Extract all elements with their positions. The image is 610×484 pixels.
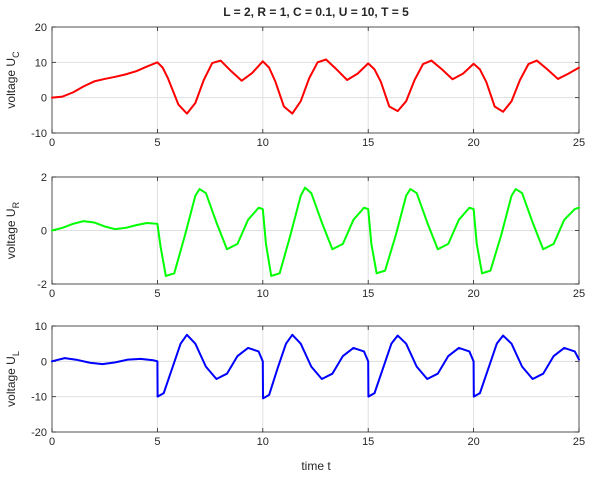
x-tick-label: 5: [154, 436, 160, 448]
x-tick-label: 10: [257, 436, 269, 448]
x-tick-label: 15: [362, 436, 374, 448]
x-tick-label: 25: [573, 137, 585, 149]
axes-frame: [51, 26, 580, 134]
figure-title: L = 2, R = 1, C = 0.1, U = 10, T = 5: [223, 5, 409, 19]
series-line: [51, 333, 580, 400]
x-tick-label: 15: [362, 137, 374, 149]
y-tick-label: 2: [41, 172, 47, 184]
x-tick-label: 0: [49, 436, 55, 448]
x-tick-label: 25: [573, 436, 585, 448]
y-tick-label: -2: [37, 279, 47, 291]
x-tick-label: 10: [257, 288, 269, 300]
y-tick-label: 0: [41, 93, 47, 105]
x-tick-label: 5: [154, 288, 160, 300]
x-tick-label: 0: [49, 288, 55, 300]
y-tick-label: -10: [31, 128, 47, 140]
y-axis-label: voltage UC: [4, 51, 21, 109]
y-tick-label: 20: [35, 22, 47, 34]
x-tick-label: 15: [362, 288, 374, 300]
x-tick-label: 20: [467, 436, 479, 448]
y-tick-label: 10: [35, 321, 47, 333]
y-tick-label: -20: [31, 427, 47, 439]
y-tick-label: 10: [35, 57, 47, 69]
plot-area: [52, 27, 579, 133]
x-tick-label: 25: [573, 288, 585, 300]
x-axis-label: time t: [301, 459, 331, 473]
x-tick-label: 10: [257, 137, 269, 149]
plot-area: [52, 326, 579, 432]
x-tick-label: 20: [467, 137, 479, 149]
y-tick-label: -10: [31, 392, 47, 404]
axes-frame: [51, 325, 580, 433]
x-tick-label: 20: [467, 288, 479, 300]
y-tick-label: 0: [41, 356, 47, 368]
y-axis-label: voltage UR: [4, 201, 21, 259]
x-tick-label: 0: [49, 137, 55, 149]
series-line: [51, 186, 580, 277]
y-tick-label: 0: [41, 226, 47, 238]
series-line: [51, 58, 580, 115]
y-axis-label: voltage UL: [4, 351, 21, 407]
x-tick-label: 5: [154, 137, 160, 149]
subplot-3: 0 5 10 15 20 25 -20 -10 0 10 voltage UL: [4, 321, 585, 448]
